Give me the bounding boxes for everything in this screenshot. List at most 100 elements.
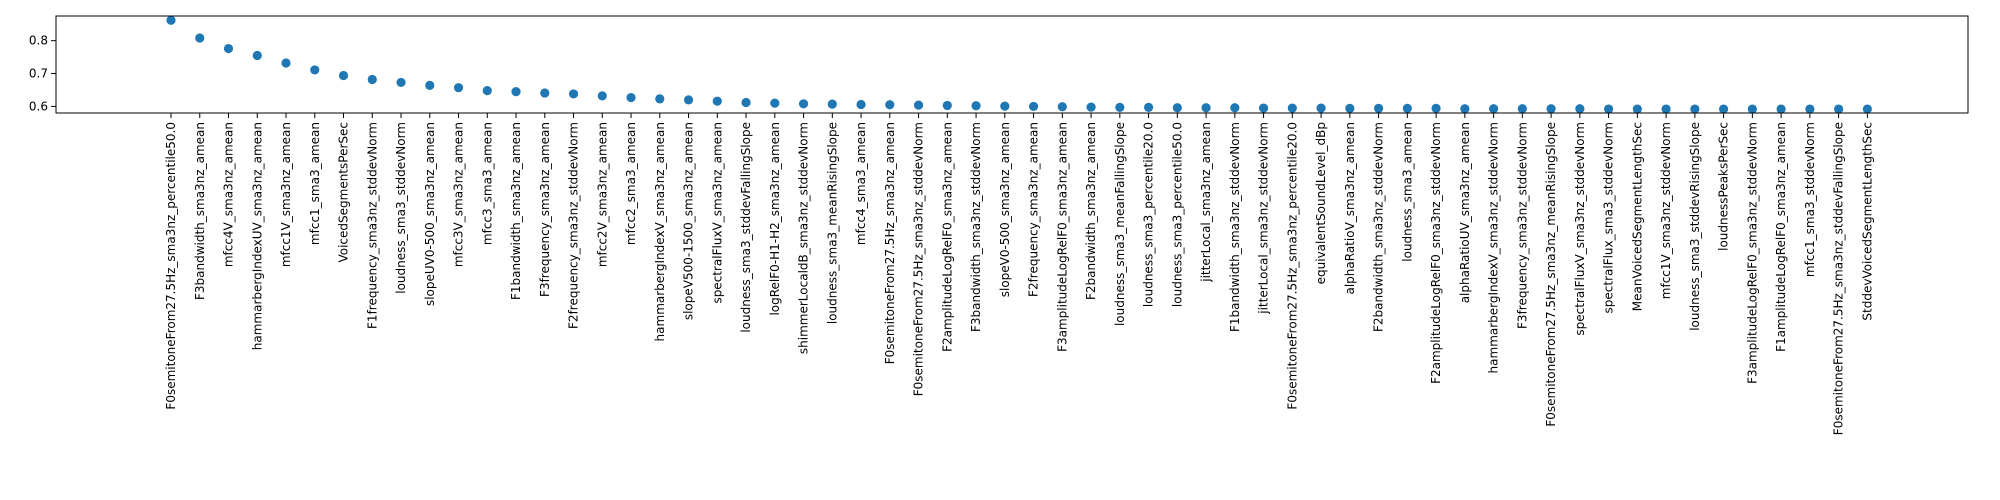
data-point xyxy=(1172,103,1182,113)
data-point xyxy=(1834,104,1844,114)
plot-area-frame xyxy=(55,15,1969,114)
data-point xyxy=(396,77,406,88)
x-tick-label: F1frequency_sma3nz_stddevNorm xyxy=(365,122,379,329)
x-tick-label: F2amplitudeLogRelF0_sma3nz_stddevNorm xyxy=(1429,122,1443,384)
x-tick-label: alphaRatioUV_sma3nz_amean xyxy=(1458,122,1472,303)
data-point xyxy=(367,74,377,85)
x-tick-label: equivalentSoundLevel_dBp xyxy=(1314,122,1328,284)
x-tick-label: mfcc4V_sma3nz_amean xyxy=(222,122,236,267)
data-point xyxy=(856,99,866,110)
data-point xyxy=(1661,104,1671,114)
data-point xyxy=(482,86,492,96)
x-tick-label: mfcc3_sma3_amean xyxy=(480,122,494,245)
x-tick-label: alphaRatioV_sma3nz_amean xyxy=(1343,122,1357,295)
y-axis-ticks: 0.6 0.7 0.8 xyxy=(29,34,56,113)
data-point xyxy=(281,58,291,68)
data-point xyxy=(453,83,464,93)
data-point xyxy=(1028,101,1039,112)
x-tick-label: mfcc2V_sma3nz_amean xyxy=(595,122,609,267)
x-tick-label: StddevVoicedSegmentLengthSec xyxy=(1860,122,1874,321)
data-point xyxy=(683,95,694,105)
data-point xyxy=(1690,104,1700,114)
x-tick-label: mfcc2_sma3_amean xyxy=(624,122,638,245)
x-tick-labels: F0semitoneFrom27.5Hz_sma3nz_percentile50… xyxy=(164,113,1874,435)
data-point xyxy=(223,43,234,54)
data-point xyxy=(1287,103,1297,113)
x-tick-label: F0semitoneFrom27.5Hz_sma3nz_percentile20… xyxy=(1285,122,1299,410)
data-point xyxy=(195,33,205,43)
data-point xyxy=(1488,104,1499,114)
data-points xyxy=(166,15,1872,114)
data-point xyxy=(1057,102,1067,112)
x-tick-label: F0semitoneFrom27.5Hz_sma3nz_stddevFallin… xyxy=(1832,122,1846,435)
x-tick-label: hammarbergIndexUV_sma3nz_amean xyxy=(250,122,264,350)
x-tick-label: hammarbergIndexV_sma3nz_amean xyxy=(653,122,667,341)
x-tick-label: F0semitoneFrom27.5Hz_sma3nz_stddevNorm xyxy=(912,122,926,396)
data-point xyxy=(1316,103,1326,113)
x-tick-label: slopeV0-500_sma3nz_amean xyxy=(998,122,1012,297)
data-point xyxy=(1575,104,1585,114)
x-tick-label: shimmerLocaldB_sma3nz_stddevNorm xyxy=(797,122,811,354)
data-point xyxy=(1632,104,1642,114)
x-tick-label: F2amplitudeLogRelF0_sma3nz_amean xyxy=(940,122,954,352)
x-tick-label: loudness_sma3_stddevRisingSlope xyxy=(1688,122,1702,331)
data-point xyxy=(1546,104,1556,114)
x-tick-label: loudness_sma3_percentile20.0 xyxy=(1142,122,1156,307)
x-tick-label: mfcc1_sma3_amean xyxy=(308,122,322,245)
data-point xyxy=(1000,101,1010,111)
x-tick-label: F2frequency_sma3nz_amean xyxy=(1027,122,1041,297)
x-tick-label: spectralFlux_sma3_stddevNorm xyxy=(1602,122,1616,313)
data-point xyxy=(166,15,176,25)
data-point xyxy=(1431,103,1441,113)
data-point xyxy=(1460,104,1470,114)
data-point xyxy=(252,50,262,61)
data-point xyxy=(568,89,579,99)
x-tick-label: loudness_sma3_stddevNorm xyxy=(394,122,408,294)
x-tick-label: jitterLocal_sma3nz_stddevNorm xyxy=(1257,122,1271,315)
data-point xyxy=(1402,103,1412,113)
x-tick-label: F3bandwidth_sma3nz_amean xyxy=(193,122,207,300)
x-tick-label: logRelF0-H1-H2_sma3nz_amean xyxy=(768,122,782,316)
data-point xyxy=(885,100,895,110)
data-point xyxy=(1604,104,1614,114)
y-tick-label: 0.6 xyxy=(29,99,48,113)
x-tick-label: spectralFluxV_sma3nz_stddevNorm xyxy=(1573,122,1587,336)
x-tick-label: mfcc4_sma3_amean xyxy=(854,122,868,245)
x-tick-label: F3frequency_sma3nz_amean xyxy=(538,122,552,297)
x-tick-label: slopeV500-1500_sma3nz_amean xyxy=(682,122,696,320)
data-point xyxy=(827,99,837,109)
x-tick-label: VoicedSegmentsPerSec xyxy=(337,122,351,263)
x-tick-label: F1amplitudeLogRelF0_sma3nz_amean xyxy=(1774,122,1788,352)
data-point xyxy=(770,98,780,108)
x-tick-label: F1bandwidth_sma3nz_stddevNorm xyxy=(1228,122,1242,332)
x-tick-label: loudness_sma3_meanRisingSlope xyxy=(825,122,839,324)
data-point xyxy=(1805,104,1815,114)
x-tick-label: F0semitoneFrom27.5Hz_sma3nz_percentile50… xyxy=(164,122,178,410)
x-tick-label: mfcc1_sma3_stddevNorm xyxy=(1803,122,1817,277)
data-point xyxy=(971,101,981,111)
data-point xyxy=(1862,104,1872,114)
x-tick-label: slopeUV0-500_sma3nz_amean xyxy=(423,122,437,306)
x-tick-label: loudnessPeaksPerSec xyxy=(1717,122,1731,251)
x-tick-label: hammarbergIndexV_sma3nz_stddevNorm xyxy=(1487,122,1501,373)
data-point xyxy=(798,99,809,109)
x-tick-label: jitterLocal_sma3nz_amean xyxy=(1199,122,1213,283)
data-point xyxy=(511,87,521,97)
data-point xyxy=(1086,102,1096,112)
data-point xyxy=(741,97,751,108)
data-point xyxy=(655,94,665,104)
x-tick-label: loudness_sma3_meanFallingSlope xyxy=(1113,122,1127,326)
x-tick-label: F2frequency_sma3nz_stddevNorm xyxy=(567,122,581,329)
data-point xyxy=(1747,104,1757,114)
x-tick-label: F2bandwidth_sma3nz_amean xyxy=(1084,122,1098,300)
x-tick-label: F3bandwidth_sma3nz_stddevNorm xyxy=(969,122,983,332)
x-tick-label: F0semitoneFrom27.5Hz_sma3nz_meanRisingSl… xyxy=(1544,122,1558,427)
y-tick-label: 0.8 xyxy=(29,34,48,48)
x-tick-label: loudness_sma3_stddevFallingSlope xyxy=(739,122,753,333)
x-tick-label: F2bandwidth_sma3nz_stddevNorm xyxy=(1372,122,1386,332)
x-tick-label: mfcc1V_sma3nz_stddevNorm xyxy=(1659,122,1673,299)
data-point xyxy=(1115,102,1125,113)
data-point xyxy=(540,88,550,98)
data-point xyxy=(942,100,952,111)
